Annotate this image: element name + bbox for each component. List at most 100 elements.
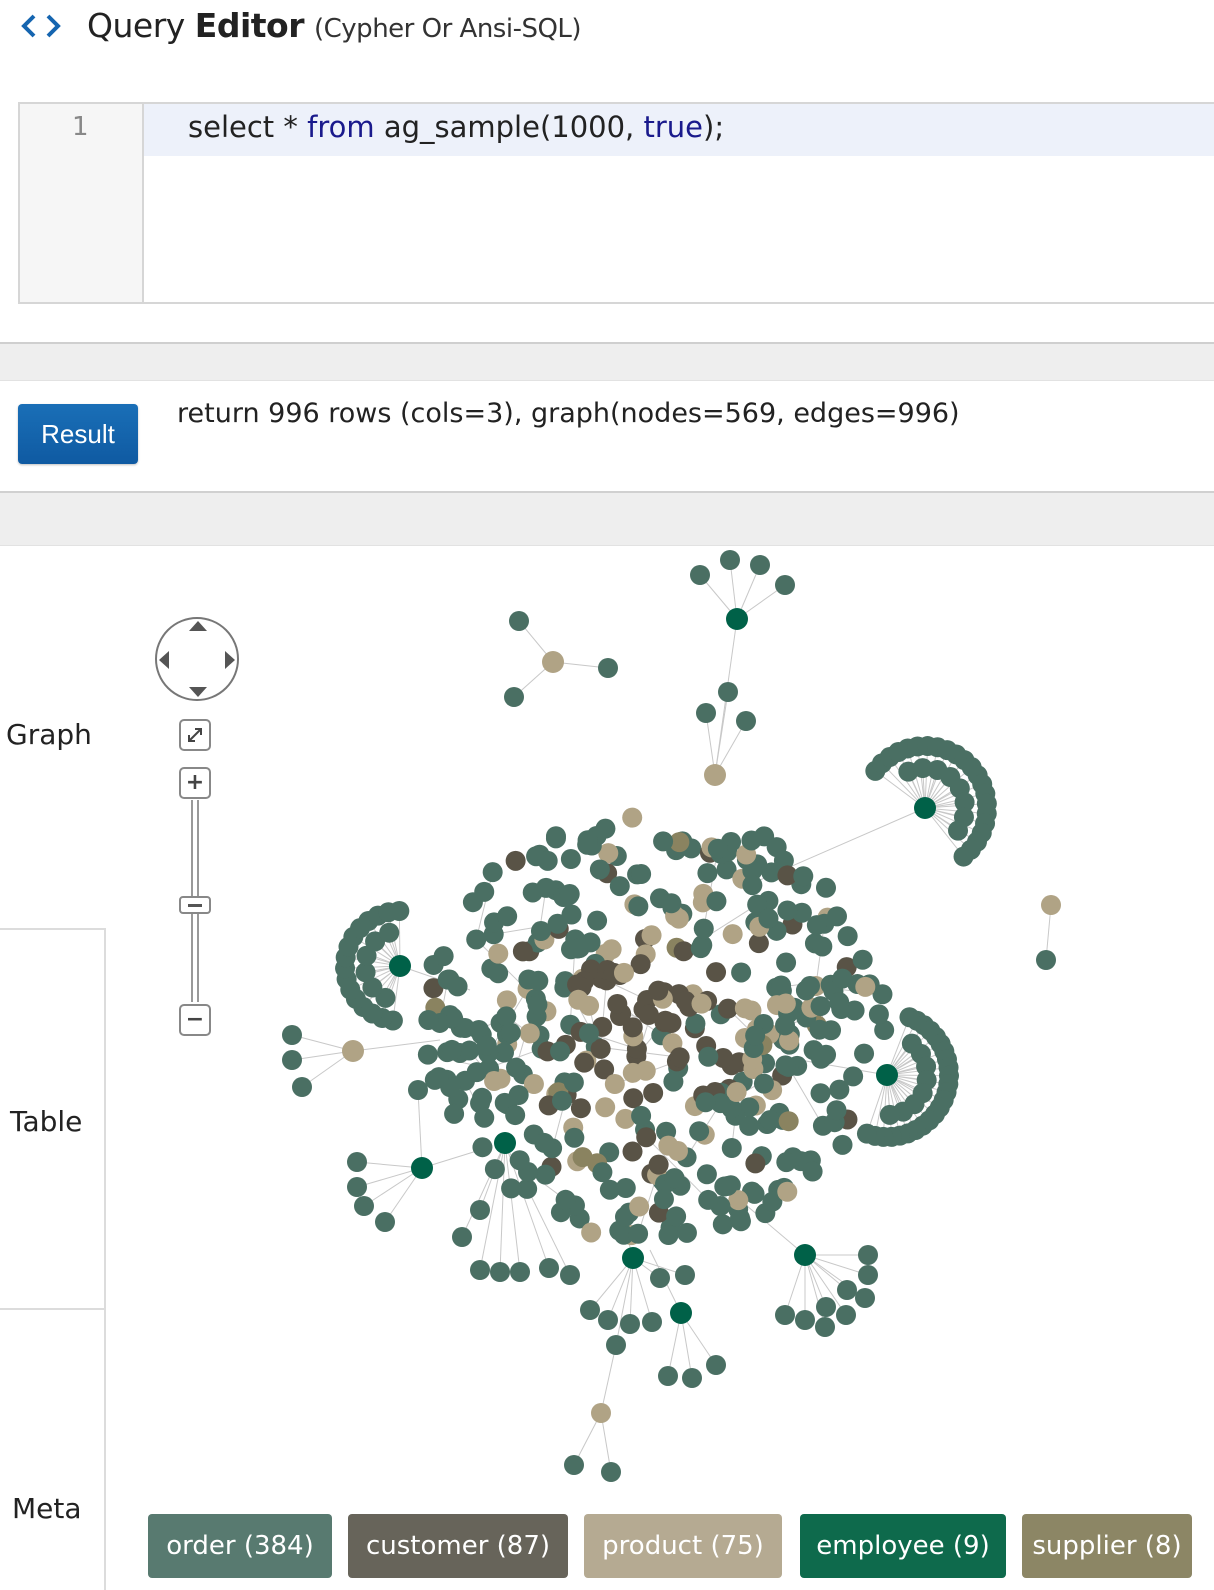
order-node[interactable] xyxy=(829,1079,850,1100)
customer-node[interactable] xyxy=(574,1052,595,1073)
customer-node[interactable] xyxy=(630,954,651,975)
order-node[interactable] xyxy=(598,658,618,678)
order-node[interactable] xyxy=(508,1084,529,1105)
order-node[interactable] xyxy=(650,1268,670,1288)
customer-node[interactable] xyxy=(512,941,533,962)
product-node[interactable] xyxy=(641,925,662,946)
order-node[interactable] xyxy=(547,913,568,934)
order-node[interactable] xyxy=(631,864,652,885)
customer-node[interactable] xyxy=(622,1141,643,1162)
order-node[interactable] xyxy=(505,1105,526,1126)
product-node[interactable] xyxy=(622,1062,643,1083)
customer-node[interactable] xyxy=(594,1059,615,1080)
order-node[interactable] xyxy=(826,1100,847,1121)
order-node[interactable] xyxy=(718,682,738,702)
order-node[interactable] xyxy=(698,1189,719,1210)
order-node[interactable] xyxy=(811,1048,832,1069)
order-node[interactable] xyxy=(497,906,518,927)
customer-node[interactable] xyxy=(623,1088,644,1109)
order-node[interactable] xyxy=(739,1115,760,1136)
order-node[interactable] xyxy=(536,877,557,898)
order-node[interactable] xyxy=(736,711,756,731)
product-node[interactable] xyxy=(615,1108,636,1129)
employee-node[interactable] xyxy=(670,1302,692,1324)
order-node[interactable] xyxy=(428,1067,449,1088)
order-node[interactable] xyxy=(759,1110,780,1131)
order-node[interactable] xyxy=(750,555,770,575)
order-node[interactable] xyxy=(745,1025,766,1046)
tab-graph[interactable]: Graph xyxy=(6,718,92,751)
order-node[interactable] xyxy=(697,863,718,884)
order-node[interactable] xyxy=(509,611,529,631)
code-editor[interactable]: 1 select * from ag_sample(1000, true); xyxy=(18,102,1214,304)
fit-view-button[interactable] xyxy=(179,719,211,751)
supplier-node[interactable] xyxy=(572,1147,593,1168)
order-node[interactable] xyxy=(506,1057,527,1078)
order-node[interactable] xyxy=(771,975,792,996)
order-node[interactable] xyxy=(620,1314,640,1334)
product-node[interactable] xyxy=(622,807,643,828)
order-node[interactable] xyxy=(843,1066,864,1087)
order-node[interactable] xyxy=(577,834,598,855)
order-node[interactable] xyxy=(676,1222,697,1243)
order-node[interactable] xyxy=(810,1083,831,1104)
product-node[interactable] xyxy=(613,962,634,983)
order-node[interactable] xyxy=(685,1013,706,1034)
order-node[interactable] xyxy=(564,1455,584,1475)
order-node[interactable] xyxy=(555,1189,576,1210)
order-node[interactable] xyxy=(793,866,814,887)
order-node[interactable] xyxy=(826,906,847,927)
order-node[interactable] xyxy=(844,1000,865,1021)
result-button[interactable]: Result xyxy=(18,404,138,464)
order-node[interactable] xyxy=(690,938,711,959)
order-node[interactable] xyxy=(776,952,797,973)
order-node[interactable] xyxy=(527,994,548,1015)
order-node[interactable] xyxy=(362,977,383,998)
order-node[interactable] xyxy=(592,1162,613,1183)
product-node[interactable] xyxy=(591,1403,611,1423)
product-node[interactable] xyxy=(595,1097,616,1118)
product-node[interactable] xyxy=(598,843,619,864)
customer-node[interactable] xyxy=(590,1038,611,1059)
order-node[interactable] xyxy=(658,1225,679,1246)
product-node[interactable] xyxy=(779,1030,800,1051)
tab-meta[interactable]: Meta xyxy=(12,1492,82,1525)
customer-node[interactable] xyxy=(655,1010,676,1031)
order-node[interactable] xyxy=(653,831,674,852)
order-node[interactable] xyxy=(707,838,728,859)
order-node[interactable] xyxy=(474,1107,495,1128)
customer-node[interactable] xyxy=(648,1154,669,1175)
order-node[interactable] xyxy=(550,1041,571,1062)
order-node[interactable] xyxy=(815,877,836,898)
order-node[interactable] xyxy=(609,876,630,897)
pan-right-icon[interactable] xyxy=(225,651,235,669)
order-node[interactable] xyxy=(806,915,827,936)
customer-node[interactable] xyxy=(648,980,669,1001)
order-node[interactable] xyxy=(836,1305,856,1325)
order-node[interactable] xyxy=(599,1179,620,1200)
order-node[interactable] xyxy=(800,975,821,996)
order-node[interactable] xyxy=(854,1043,875,1064)
order-node[interactable] xyxy=(653,1189,674,1210)
product-node[interactable] xyxy=(581,1222,602,1243)
order-node[interactable] xyxy=(518,969,539,990)
order-node[interactable] xyxy=(389,901,410,922)
order-node[interactable] xyxy=(347,1152,367,1172)
order-node[interactable] xyxy=(731,962,752,983)
product-node[interactable] xyxy=(1041,895,1061,915)
order-node[interactable] xyxy=(476,1035,497,1056)
order-node[interactable] xyxy=(712,1214,733,1235)
order-node[interactable] xyxy=(815,1317,835,1337)
order-node[interactable] xyxy=(418,1009,439,1030)
employee-node[interactable] xyxy=(876,1064,898,1086)
order-node[interactable] xyxy=(730,1208,751,1229)
order-node[interactable] xyxy=(741,830,762,851)
customer-node[interactable] xyxy=(636,1127,657,1148)
order-node[interactable] xyxy=(775,1015,796,1036)
order-node[interactable] xyxy=(355,962,376,983)
employee-node[interactable] xyxy=(389,955,411,977)
order-node[interactable] xyxy=(509,1150,530,1171)
order-node[interactable] xyxy=(631,1105,652,1126)
order-node[interactable] xyxy=(663,1071,684,1092)
